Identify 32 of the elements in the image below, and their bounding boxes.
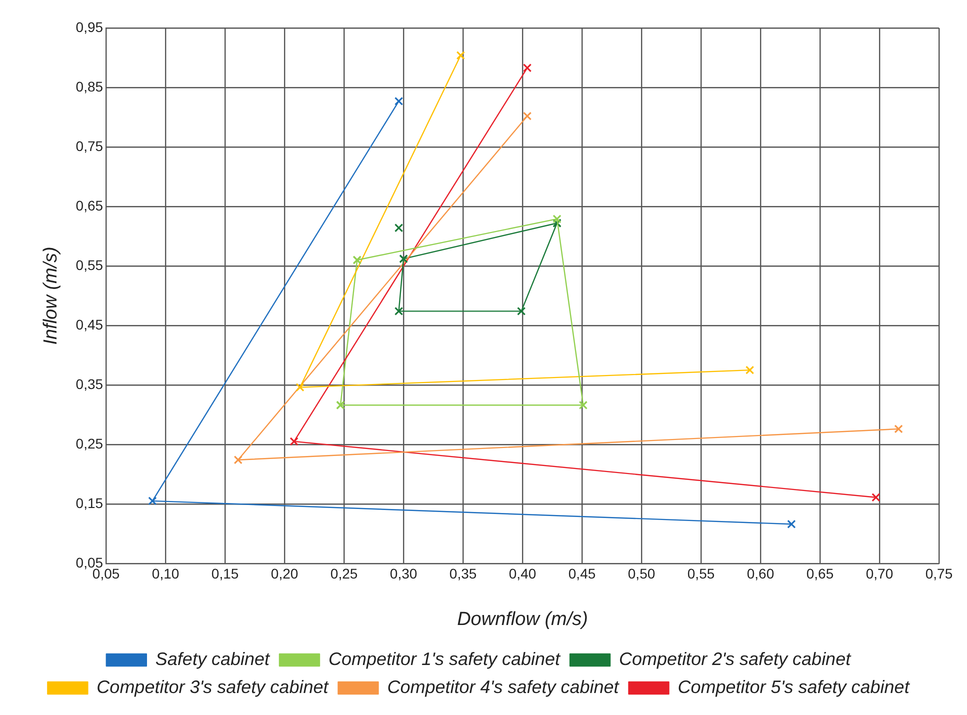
y-tick-label: 0,75 (76, 138, 104, 154)
x-tick-label: 0,10 (152, 566, 180, 582)
x-tick-label: 0,30 (390, 566, 418, 582)
y-tick-label: 0,25 (76, 435, 104, 452)
y-tick-label: 0,85 (76, 78, 104, 94)
legend-label: Safety cabinet (155, 649, 270, 669)
x-tick-label: 0,65 (806, 566, 834, 582)
legend-label: Competitor 1's safety cabinet (328, 649, 562, 669)
x-tick-label: 0,35 (449, 566, 477, 582)
y-axis-title: Inflow (m/s) (40, 246, 62, 345)
y-tick-label: 0,65 (76, 197, 104, 214)
y-tick-label: 0,05 (76, 554, 104, 570)
x-axis-title: Downflow (m/s) (457, 608, 588, 630)
legend-label: Competitor 5's safety cabinet (678, 677, 910, 697)
y-tick-label: 0,95 (76, 18, 104, 35)
legend-label: Competitor 2's safety cabinet (619, 649, 852, 669)
x-tick-label: 0,15 (211, 566, 239, 582)
x-tick-label: 0,75 (925, 566, 953, 582)
x-tick-label: 0,40 (508, 566, 536, 582)
y-tick-label: 0,55 (76, 256, 104, 273)
legend-label: Competitor 3's safety cabinet (96, 677, 330, 697)
y-tick-label: 0,15 (76, 494, 104, 511)
x-tick-label: 0,25 (330, 566, 358, 582)
x-tick-label: 0,20 (270, 566, 298, 582)
x-tick-label: 0,50 (628, 566, 656, 582)
x-tick-label: 0,60 (746, 566, 774, 582)
x-tick-label: 0,45 (568, 566, 596, 582)
x-tick-label: 0,70 (866, 566, 894, 582)
y-tick-label: 0,35 (76, 376, 104, 392)
x-tick-label: 0,55 (687, 566, 715, 582)
y-tick-label: 0,45 (76, 316, 104, 332)
legend-label: Competitor 4's safety cabinet (387, 677, 620, 697)
